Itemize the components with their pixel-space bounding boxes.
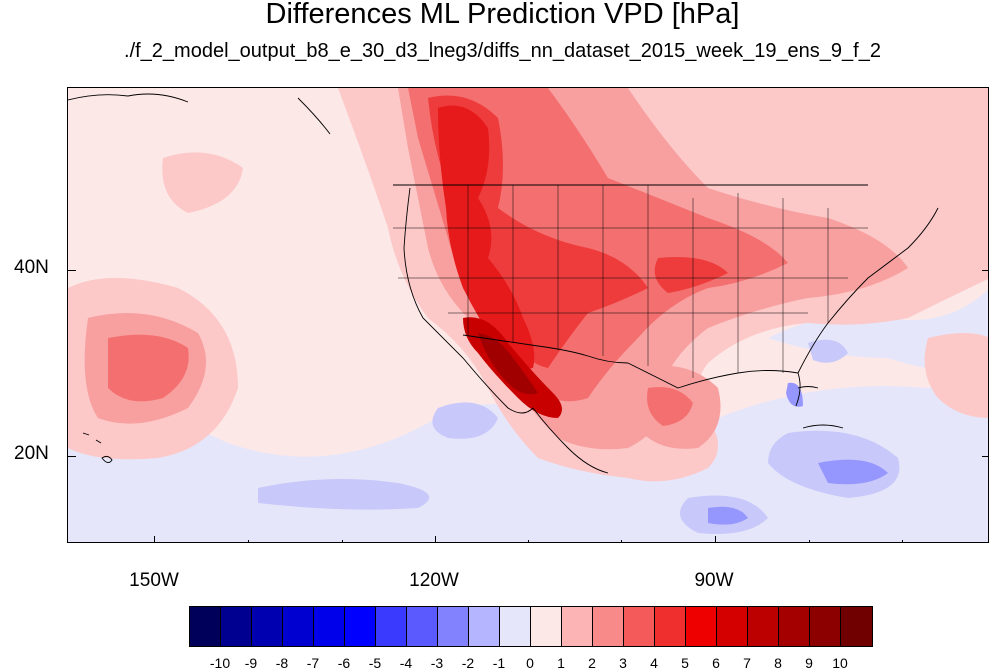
hawaii-islands — [82, 432, 113, 463]
colorbar-swatch — [283, 607, 314, 646]
colorbar-swatch — [748, 607, 779, 646]
negative-anomaly-region — [808, 339, 848, 363]
map-canvas — [68, 88, 988, 542]
colorbar-label: 3 — [619, 655, 627, 671]
positive-anomaly-region — [647, 387, 693, 426]
colorbar-label: -8 — [275, 655, 289, 671]
colorbar — [189, 606, 873, 647]
bottom-tick — [154, 536, 155, 542]
positive-anomaly-region — [438, 105, 535, 369]
colorbar-label: -3 — [430, 655, 444, 671]
colorbar-swatch — [252, 607, 283, 646]
positive-anomaly-region — [924, 333, 988, 418]
colorbar-label: -6 — [337, 655, 351, 671]
map-subtitle: ./f_2_model_output_b8_e_30_d3_lneg3/diff… — [124, 40, 881, 62]
right-tick — [982, 270, 988, 271]
colorbar-label: -5 — [368, 655, 382, 671]
colorbar-swatch — [500, 607, 531, 646]
colorbar-swatch — [686, 607, 717, 646]
negative-anomaly-region — [258, 479, 430, 510]
colorbar-label: 9 — [805, 655, 813, 671]
bottom-tick — [528, 540, 529, 542]
bottom-tick — [342, 540, 343, 542]
colorbar-swatch — [345, 607, 376, 646]
right-tick — [982, 456, 988, 457]
alaska-coast-line — [68, 93, 331, 135]
colorbar-label: -9 — [244, 655, 258, 671]
coastlines-and-borders — [68, 93, 939, 474]
bottom-tick — [809, 540, 810, 542]
us-mexico-border-line — [462, 334, 629, 364]
east-coast-line — [797, 207, 939, 374]
colorbar-label: 8 — [774, 655, 782, 671]
negative-anomaly-region — [786, 382, 803, 407]
colorbar-label: -1 — [492, 655, 506, 671]
colorbar-swatch — [376, 607, 407, 646]
colorbar-swatch — [841, 607, 872, 646]
colorbar-swatch — [314, 607, 345, 646]
bottom-tick — [435, 536, 436, 542]
lon-label: 150W — [129, 570, 179, 591]
negative-anomaly-region — [432, 402, 498, 439]
colorbar-swatch — [531, 607, 562, 646]
colorbar-swatch — [717, 607, 748, 646]
left-tick — [68, 456, 76, 457]
mexico-coast-line — [532, 407, 609, 474]
positive-anomaly-region — [478, 333, 538, 395]
lat-label: 20N — [14, 443, 49, 464]
colorbar-label: 6 — [712, 655, 720, 671]
colorbar-label: 7 — [743, 655, 751, 671]
negative-anomaly-region — [708, 506, 748, 525]
caribbean-islands — [797, 386, 844, 429]
lat-label: 40N — [14, 257, 49, 278]
west-coast-line — [403, 187, 534, 414]
colorbar-label: 10 — [832, 655, 848, 671]
colorbar-swatch — [593, 607, 624, 646]
colorbar-swatch — [407, 607, 438, 646]
colorbar-swatch — [624, 607, 655, 646]
bottom-tick — [715, 536, 716, 542]
colorbar-swatch — [810, 607, 841, 646]
map-panel — [67, 87, 989, 543]
colorbar-swatch — [779, 607, 810, 646]
map-title: Differences ML Prediction VPD [hPa] — [265, 0, 740, 30]
colorbar-label: -7 — [306, 655, 320, 671]
colorbar-label: 1 — [557, 655, 565, 671]
colorbar-label: -10 — [209, 655, 231, 671]
colorbar-swatch — [438, 607, 469, 646]
positive-anomaly-region — [108, 334, 189, 402]
colorbar-label: -2 — [461, 655, 475, 671]
colorbar-label: 0 — [526, 655, 534, 671]
colorbar-swatch — [221, 607, 252, 646]
colorbar-label: 2 — [588, 655, 596, 671]
negative-anomaly-region — [818, 459, 888, 485]
bottom-tick — [621, 540, 622, 542]
colorbar-swatch — [655, 607, 686, 646]
positive-anomaly-region — [654, 257, 728, 293]
left-tick — [68, 270, 76, 271]
colorbar-label: 5 — [681, 655, 689, 671]
bottom-tick — [902, 540, 903, 542]
state-lines — [393, 185, 868, 378]
colorbar-label: -4 — [399, 655, 413, 671]
colorbar-swatch — [562, 607, 593, 646]
lon-label: 90W — [694, 570, 734, 591]
colorbar-swatch — [469, 607, 500, 646]
colorbar-label: 4 — [650, 655, 658, 671]
bottom-tick — [248, 540, 249, 542]
positive-anomaly-region — [162, 152, 243, 213]
positive-anomaly-regions — [68, 88, 988, 482]
lon-label: 120W — [409, 570, 459, 591]
colorbar-swatch — [190, 607, 221, 646]
